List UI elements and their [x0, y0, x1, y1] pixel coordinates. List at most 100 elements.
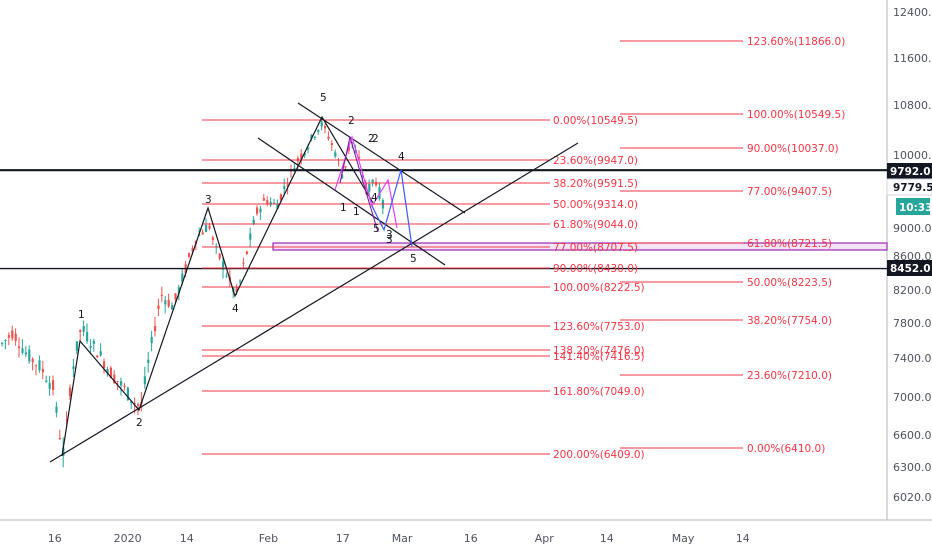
candle-body — [48, 383, 51, 389]
candle-body — [154, 326, 157, 332]
candle-body — [31, 358, 34, 363]
candle-body — [177, 287, 180, 294]
candle-body — [150, 336, 153, 344]
candle-body — [368, 184, 371, 192]
fib-left-label: 161.80%(7049.0) — [553, 386, 645, 398]
y-tick-label: 10000.0 — [893, 149, 932, 162]
candle-body — [123, 385, 126, 387]
candle-body — [52, 380, 55, 390]
candle-body — [157, 305, 160, 309]
fib-left-label: 50.00%(9314.0) — [553, 199, 638, 211]
wave-label: 4 — [398, 151, 405, 163]
rising-trendline — [49, 142, 579, 463]
wave-label: 1 — [78, 309, 85, 321]
candle-body — [256, 207, 259, 214]
purple-wave-path — [339, 136, 379, 233]
wave-label: 4 — [232, 303, 239, 315]
candle-body — [188, 253, 191, 257]
resistance-price-label: 9792.0 — [887, 163, 932, 179]
fib-left-label: 23.60%(9947.0) — [553, 155, 638, 167]
y-tick-label: 10800.0 — [893, 99, 932, 112]
candle-body — [106, 369, 109, 374]
candle-body — [276, 203, 279, 209]
candle-body — [341, 174, 344, 179]
countdown-label: 10:33 — [896, 198, 932, 215]
y-tick-label: 8200.0 — [893, 284, 932, 297]
y-tick-label: 9000.0 — [893, 222, 932, 235]
candle-body — [18, 346, 21, 349]
candle-body — [11, 330, 14, 339]
x-tick-label: 16 — [48, 532, 62, 545]
candle-body — [252, 219, 255, 225]
y-tick-label: 6020.0 — [893, 491, 932, 504]
candle-body — [24, 352, 27, 355]
candle-body — [120, 381, 123, 386]
candle-body — [28, 349, 31, 362]
candle-body — [211, 237, 214, 241]
candle-body — [167, 299, 170, 307]
candle-body — [266, 200, 269, 204]
y-tick-label: 11600.0 — [893, 52, 932, 65]
fib-left-label: 100.00%(8222.5) — [553, 282, 645, 294]
candle-body — [249, 233, 252, 240]
x-tick-label: 17 — [336, 532, 350, 545]
fib-right-label: 61.80%(8721.5) — [747, 238, 832, 250]
candle-body — [371, 179, 374, 184]
candle-body — [72, 366, 75, 370]
candle-body — [113, 374, 116, 383]
candle-body — [279, 194, 282, 201]
wave-label: 3 — [205, 194, 212, 206]
x-tick-label: 14 — [600, 532, 614, 545]
candle-body — [147, 359, 150, 363]
candle-body — [69, 387, 72, 397]
y-tick-label: 12400.0 — [893, 6, 932, 19]
fib-left-label: 77.00%(8707.5) — [553, 242, 638, 254]
wave-label: 2 — [368, 133, 375, 145]
support-price-text: 8452.0 — [890, 263, 931, 275]
candle-body — [313, 136, 316, 138]
candle-body — [7, 335, 10, 338]
fib-right-label: 123.60%(11866.0) — [747, 36, 845, 48]
wave-labels: 1 2 3 4 5 1 2 3 4 5 2 4 5 1 2 3 — [78, 92, 417, 429]
x-tick-label: Feb — [259, 532, 278, 545]
candle-body — [174, 293, 177, 300]
time-axis[interactable]: 16 2020 14 Feb 17 Mar 16 Apr 14 May 14 — [48, 532, 750, 545]
fib-right-label: 50.00%(8223.5) — [747, 277, 832, 289]
candle-body — [300, 153, 303, 159]
price-axis[interactable]: 12400.0 11600.0 10800.0 10000.0 9000.0 8600.0… — [893, 6, 932, 504]
candle-body — [283, 186, 286, 189]
y-tick-label: 7400.0 — [893, 352, 932, 365]
wave-label: 4 — [371, 192, 378, 204]
x-tick-label: Mar — [392, 532, 413, 545]
candle-body — [126, 387, 129, 401]
wave-label: 3 — [386, 234, 393, 246]
candle-body — [164, 300, 167, 305]
fib-left-label: 38.20%(9591.5) — [553, 178, 638, 190]
candle-body — [130, 401, 133, 403]
candle-body — [35, 365, 38, 367]
candle-body — [82, 325, 85, 332]
y-tick-label: 7800.0 — [893, 317, 932, 330]
candle-body — [303, 153, 306, 156]
fib-left-label: 123.60%(7753.0) — [553, 321, 645, 333]
candle-body — [55, 406, 58, 413]
candle-body — [327, 136, 330, 139]
candle-body — [58, 437, 61, 439]
candle-body — [65, 419, 68, 421]
candle-body — [103, 361, 106, 369]
candle-body — [109, 367, 112, 378]
fib-right-label: 90.00%(10037.0) — [747, 143, 839, 155]
y-tick-label: 6600.0 — [893, 429, 932, 442]
candle-body — [171, 305, 174, 310]
fib-right-label: 0.00%(6410.0) — [747, 443, 825, 455]
wave-label: 2 — [136, 417, 143, 429]
candle-body — [307, 147, 310, 150]
candle-body — [351, 142, 354, 144]
candle-body — [375, 181, 378, 186]
x-tick-label: May — [672, 532, 695, 545]
candle-body — [62, 447, 65, 456]
trendlines — [49, 102, 579, 463]
horizontal-levels — [0, 169, 888, 270]
channel-lower-line — [257, 137, 446, 266]
